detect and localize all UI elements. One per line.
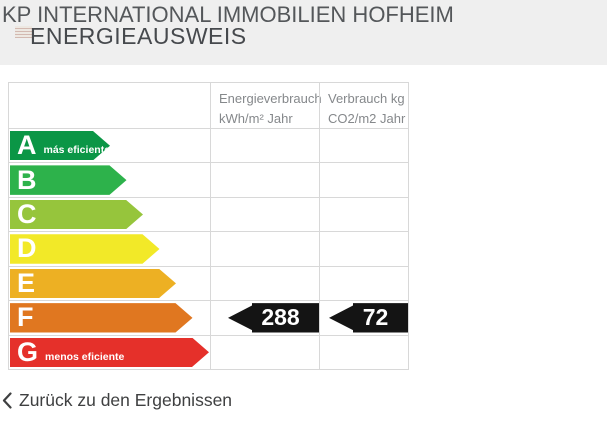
page-title: ENERGIEAUSWEIS	[30, 23, 247, 49]
table-header-row: Energieverbrauch kWh/m² Jahr Verbrauch k…	[9, 83, 408, 129]
energy-column-header: Energieverbrauch kWh/m² Jahr	[210, 83, 322, 128]
scale-cell: A más eficiente	[9, 129, 210, 162]
energy-class-letter: A	[17, 130, 37, 161]
co2-value-cell	[319, 163, 408, 197]
energy-table-body: A más eficiente B C	[9, 129, 408, 369]
co2-value-cell	[319, 129, 408, 163]
co2-value-cell	[319, 335, 408, 369]
rating-value: 72	[362, 304, 389, 331]
scale-cell: E	[9, 267, 210, 300]
scale-row: C	[9, 196, 408, 232]
energy-value-cell	[210, 232, 319, 266]
scale-row: E	[9, 265, 408, 301]
scale-row: B	[9, 162, 408, 197]
back-link[interactable]: Zurück zu den Ergebnissen	[2, 390, 232, 411]
site-title: KP INTERNATIONAL IMMOBILIEN HOFHEIM	[2, 2, 454, 27]
co2-column-header: Verbrauch kg CO2/m2 Jahr	[319, 83, 408, 128]
scale-cell: D	[9, 232, 210, 265]
energy-class-arrow: F	[10, 303, 193, 332]
energy-class-arrow: D	[10, 234, 160, 263]
scale-cell: C	[9, 198, 210, 231]
rating-value-badge: 288	[228, 303, 319, 333]
energy-class-letter: E	[17, 267, 36, 298]
co2-value-cell: 72	[319, 301, 408, 335]
scale-cell: F	[9, 301, 210, 334]
energy-class-arrow: C	[10, 200, 143, 229]
energy-value-cell	[210, 335, 319, 369]
co2-value-cell	[319, 197, 408, 232]
energy-class-letter: B	[17, 164, 37, 195]
energy-certificate-table: Energieverbrauch kWh/m² Jahr Verbrauch k…	[8, 82, 409, 370]
energy-class-letter: G	[17, 336, 39, 367]
energy-class-sublabel: menos eficiente	[45, 350, 125, 363]
co2-value-cell	[319, 266, 408, 301]
scale-row: D	[9, 231, 408, 266]
energy-value-cell: 288	[210, 301, 319, 335]
energy-value-cell	[210, 129, 319, 163]
energy-value-cell	[210, 197, 319, 232]
scale-column-header	[9, 83, 210, 128]
co2-value-cell	[319, 232, 408, 266]
rating-value-badge: 72	[329, 303, 408, 333]
rating-value: 288	[261, 304, 300, 331]
energy-value-cell	[210, 163, 319, 197]
energy-class-arrow: B	[10, 165, 127, 194]
energy-class-letter: C	[17, 199, 37, 230]
energy-class-letter: D	[17, 233, 37, 264]
scale-cell: B	[9, 163, 210, 196]
energy-class-letter: F	[17, 302, 34, 333]
back-link-label: Zurück zu den Ergebnissen	[19, 390, 233, 410]
energy-class-arrow: A más eficiente	[10, 131, 110, 160]
logo-watermark-artifact	[15, 26, 32, 38]
scale-row: F 288 72	[9, 300, 408, 335]
scale-cell: G menos eficiente	[9, 336, 210, 369]
back-chevron-icon	[2, 392, 12, 409]
energy-class-sublabel: más eficiente	[43, 144, 111, 157]
energy-class-arrow: E	[10, 269, 176, 298]
energy-value-cell	[210, 266, 319, 301]
scale-row: A más eficiente	[9, 129, 408, 163]
energy-class-arrow: G menos eficiente	[10, 338, 209, 367]
scale-row: G menos eficiente	[9, 334, 408, 369]
header-band: KP INTERNATIONAL IMMOBILIEN HOFHEIM ENER…	[0, 0, 607, 65]
